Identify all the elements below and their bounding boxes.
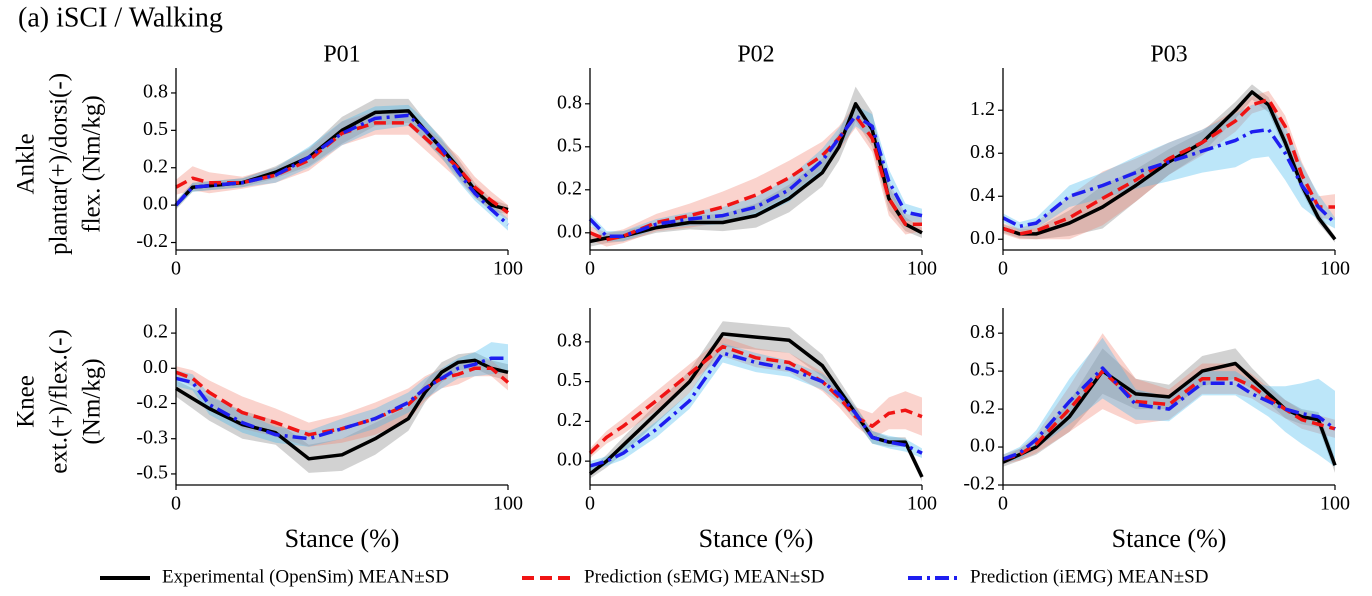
sd-band — [1003, 102, 1335, 231]
panel: 0.2 0.0 -0.2 -0.3 -0.50 100 Stance (%) Knee ext.… — [13, 308, 523, 553]
mean-line — [175, 121, 510, 215]
mean-line — [1002, 369, 1336, 461]
x-tick-label: 0 — [171, 258, 181, 280]
x-tick-label: 100 — [1320, 258, 1350, 280]
sd-band — [590, 343, 922, 471]
y-tick-label: -0.5 — [136, 462, 168, 484]
sd-band — [1003, 337, 1335, 467]
x-tick-label: 0 — [171, 493, 181, 515]
y-tick-label: 1.2 — [970, 98, 995, 120]
y-axis-label: plantar(+)/dorsi(-) — [46, 73, 73, 255]
mean-line — [175, 358, 509, 461]
y-tick-label: 0.5 — [557, 134, 582, 156]
x-tick-label: 0 — [585, 258, 595, 280]
y-tick-label: 0.4 — [970, 184, 995, 206]
figure-title: (a) iSCI / Walking — [18, 2, 223, 33]
legend-label: Prediction (sEMG) MEAN±SD — [584, 566, 825, 587]
y-tick-label: 0.5 — [970, 359, 995, 381]
y-axis-label: Knee — [13, 375, 40, 428]
y-tick-label: 0.0 — [557, 449, 582, 471]
y-axis-label: flex. (Nm/kg) — [79, 95, 106, 232]
mean-line — [588, 344, 923, 455]
y-tick-label: 0.5 — [143, 118, 168, 140]
y-tick-label: 0.0 — [970, 227, 995, 249]
x-axis-label: Stance (%) — [1112, 524, 1227, 553]
mean-line — [589, 351, 923, 468]
y-tick-label: 0.2 — [143, 321, 168, 343]
panel: 0.8 0.5 0.2 0.00 100 Stance (%) — [557, 308, 937, 553]
x-tick-label: 0 — [585, 493, 595, 515]
sd-band — [176, 360, 508, 447]
y-tick-label: 0.2 — [143, 155, 168, 177]
y-tick-label: -0.3 — [136, 426, 168, 448]
y-tick-label: 0.0 — [143, 193, 168, 215]
x-tick-label: 100 — [907, 258, 937, 280]
panel: 0.8 0.5 0.2 0.0 -0.20 100 Stance (%) — [963, 308, 1350, 553]
y-tick-label: -0.2 — [963, 473, 995, 495]
y-axis-label: (Nm/kg) — [79, 358, 106, 444]
x-tick-label: 100 — [493, 493, 523, 515]
legend-label: Prediction (iEMG) MEAN±SD — [970, 566, 1208, 587]
y-tick-label: 0.0 — [970, 435, 995, 457]
sd-band — [590, 337, 922, 458]
mean-line — [174, 113, 510, 226]
y-tick-label: 0.2 — [557, 409, 582, 431]
mean-line — [1002, 366, 1337, 461]
x-tick-label: 100 — [907, 493, 937, 515]
y-tick-label: 0.8 — [970, 321, 995, 343]
sd-band — [590, 321, 922, 482]
panel: 1.2 0.8 0.4 0.00 100 P03 — [970, 42, 1350, 280]
mean-line — [174, 109, 509, 212]
sd-band — [1003, 90, 1335, 240]
x-tick-label: 100 — [493, 258, 523, 280]
panel-title: P01 — [323, 42, 360, 68]
y-axis-label: Ankle — [13, 133, 40, 194]
panel-title: P03 — [1150, 42, 1187, 68]
y-tick-label: -0.2 — [136, 391, 168, 413]
sd-band — [176, 342, 508, 447]
y-tick-label: 0.8 — [143, 81, 168, 103]
x-tick-label: 100 — [1320, 493, 1350, 515]
y-tick-label: 0.8 — [557, 91, 582, 113]
panel: 0.8 0.5 0.2 0.0 -0.20 100 P01 Ankle plantar(+)/d… — [13, 42, 523, 280]
mean-line — [589, 114, 922, 242]
y-tick-label: 0.8 — [970, 141, 995, 163]
x-tick-label: 0 — [998, 493, 1008, 515]
x-axis-label: Stance (%) — [285, 524, 400, 553]
mean-line — [1002, 361, 1337, 466]
mean-line — [588, 114, 923, 238]
y-tick-label: 0.5 — [557, 369, 582, 391]
y-tick-label: -0.2 — [136, 230, 168, 252]
y-tick-label: 0.0 — [143, 356, 168, 378]
mean-line — [1002, 97, 1335, 236]
y-tick-label: 0.0 — [557, 220, 582, 242]
mean-line — [588, 332, 924, 478]
panel-title: P02 — [737, 42, 774, 68]
x-axis-label: Stance (%) — [699, 524, 814, 553]
legend-label: Experimental (OpenSim) MEAN±SD — [162, 566, 449, 587]
x-tick-label: 0 — [998, 258, 1008, 280]
y-tick-label: 0.2 — [970, 397, 995, 419]
y-axis-label: ext.(+)/flex.(-) — [46, 329, 73, 474]
mean-line — [1002, 127, 1337, 229]
panel: 0.8 0.5 0.2 0.00 100 P02 — [557, 42, 937, 280]
y-tick-label: 0.2 — [557, 177, 582, 199]
y-tick-label: 0.8 — [557, 329, 582, 351]
mean-line — [175, 356, 508, 441]
